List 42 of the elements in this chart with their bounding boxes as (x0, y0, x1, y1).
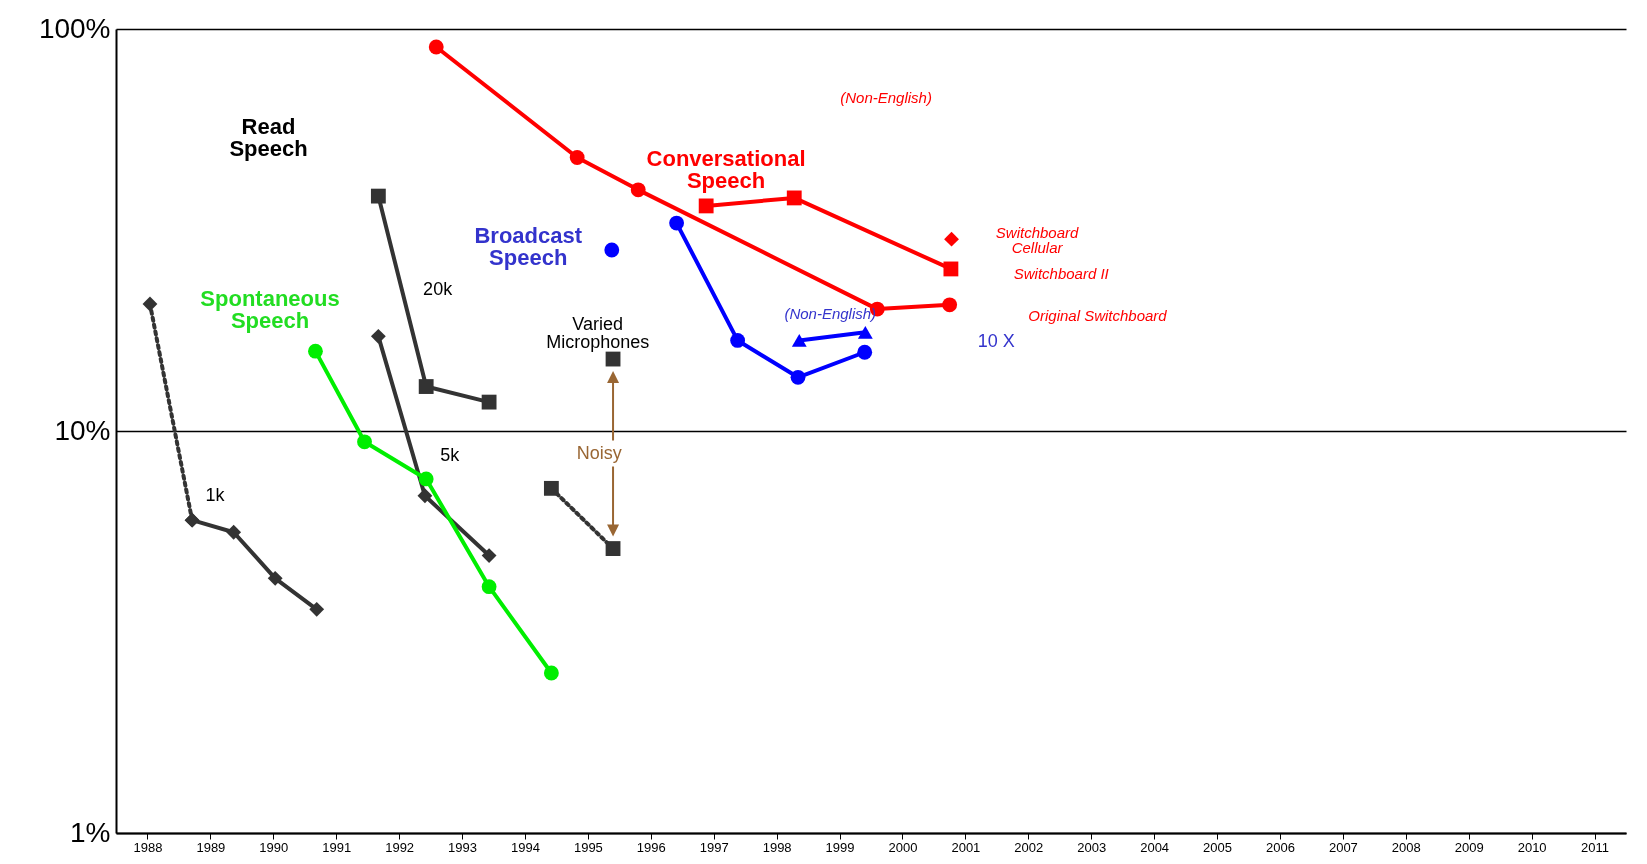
annotation: Conversational Speech (646, 146, 806, 194)
x-tick-label: 1995 (573, 839, 603, 855)
annotation: Broadcast Speech (474, 223, 583, 271)
annotation: 10 X (977, 330, 1015, 351)
x-tick-label: 2011 (1581, 839, 1610, 855)
x-tick-label: 1988 (133, 839, 163, 855)
annotation: Original Switchboard (1028, 307, 1168, 325)
x-tick-label: 1992 (385, 839, 415, 855)
annotation: Noisy (576, 442, 622, 463)
x-tick-label: 1989 (196, 839, 226, 855)
x-tick-label: 1991 (322, 839, 352, 855)
annotation: Varied Microphones (546, 313, 650, 352)
annotation: 5k (440, 444, 461, 465)
x-tick-label: 1996 (636, 839, 666, 855)
x-tick-label: 1997 (699, 839, 729, 855)
annotation: 1k (205, 485, 226, 506)
annotation: 20k (423, 279, 454, 300)
y-tick-label: 10% (54, 414, 111, 446)
x-tick-label: 2006 (1266, 839, 1295, 855)
x-tick-label: 2009 (1454, 839, 1484, 855)
annotation: Spontaneous Speech (200, 286, 340, 334)
y-tick-label: 100% (38, 12, 111, 44)
annotation: (Non-English) (840, 89, 932, 107)
x-tick-label: 2002 (1014, 839, 1044, 855)
x-tick-label: 2004 (1140, 839, 1170, 855)
x-tick-label: 2010 (1517, 839, 1547, 855)
x-tick-label: 2003 (1077, 839, 1107, 855)
x-tick-label: 1990 (259, 839, 289, 855)
x-tick-label: 2005 (1203, 839, 1232, 855)
x-tick-label: 1994 (511, 839, 540, 855)
y-tick-label: 1% (70, 816, 111, 848)
x-tick-label: 2007 (1328, 839, 1358, 855)
annotation: Read Speech (229, 114, 308, 162)
annotation: Switchboard II (1013, 265, 1109, 283)
x-tick-label: 2001 (951, 839, 981, 855)
x-tick-label: 2008 (1391, 839, 1421, 855)
x-tick-label: 2000 (888, 839, 918, 855)
annotation: Switchboard Cellular (995, 224, 1080, 257)
x-tick-label: 1999 (825, 839, 855, 855)
annotation: (Non-English) (784, 304, 877, 322)
x-tick-label: 1993 (448, 839, 477, 855)
x-tick-label: 1998 (762, 839, 792, 855)
